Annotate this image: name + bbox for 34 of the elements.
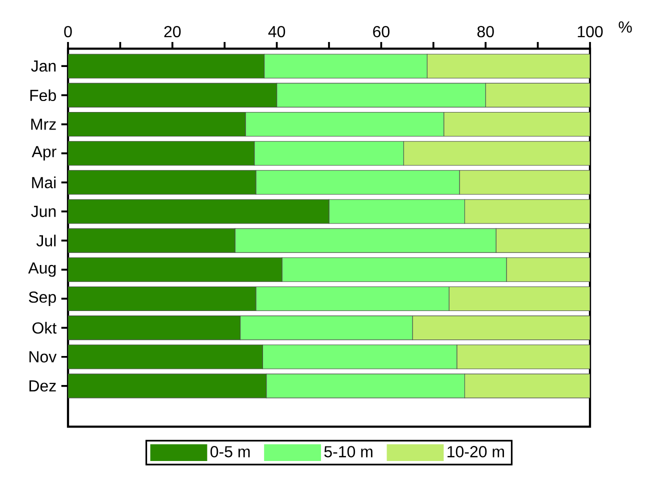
legend-label: 5-10 m (324, 446, 372, 458)
bar (68, 112, 246, 137)
y-tick-label: Mai (32, 176, 56, 188)
y-tick-label: Jan (31, 60, 56, 72)
bar (68, 82, 278, 108)
y-tick-label: Okt (32, 322, 57, 334)
bar (68, 257, 282, 282)
y-tick-label: Dez (29, 380, 56, 392)
x-axis-title: % (618, 21, 632, 33)
y-tick-label: Jun (31, 206, 56, 218)
y-tick-label: Aug (28, 262, 56, 277)
y-tick-label: Mrz (31, 118, 56, 130)
bar (68, 228, 236, 253)
bar (68, 170, 256, 195)
x-tick-label: 0 (64, 26, 72, 38)
x-tick-label: 40 (268, 26, 286, 38)
bar (68, 316, 241, 340)
y-tick-label: Feb (30, 89, 56, 102)
bar (68, 199, 330, 224)
bar (68, 54, 265, 78)
y-tick-label: Jul (36, 234, 56, 246)
x-tick-label: 60 (373, 26, 390, 38)
x-tick-label: 80 (477, 26, 494, 38)
legend-label: 0-5 m (210, 446, 250, 458)
x-tick-label: 20 (164, 26, 181, 38)
bar (68, 344, 263, 370)
y-tick-label: Nov (29, 351, 57, 362)
y-tick-label: Apr (32, 146, 56, 161)
y-tick-label: Sep (28, 291, 56, 306)
bar (68, 286, 256, 311)
legend-label: 10-20 m (448, 446, 504, 458)
x-tick-label: 100 (578, 26, 603, 38)
bar (68, 374, 267, 398)
bar (68, 141, 255, 166)
